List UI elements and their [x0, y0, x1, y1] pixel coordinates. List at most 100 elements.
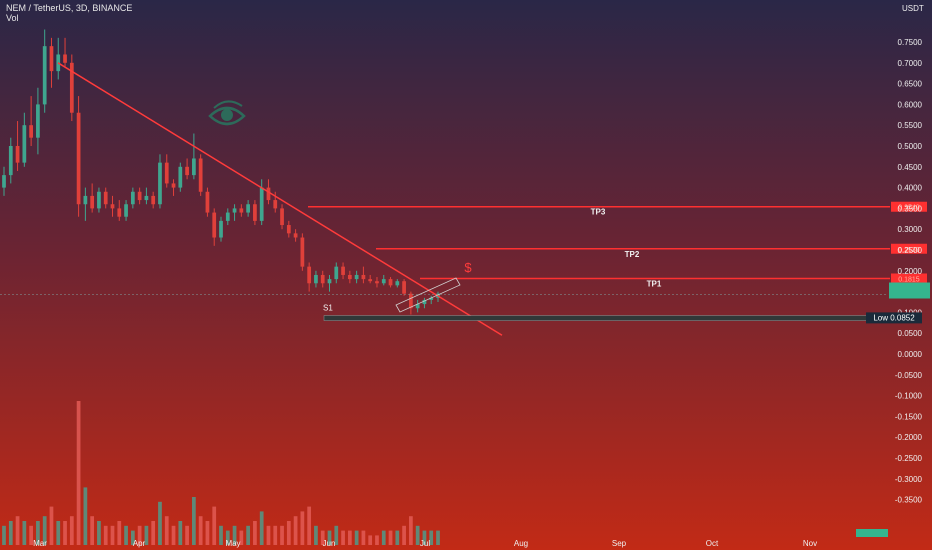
volume-bar [232, 525, 237, 545]
price-tick-label: -0.2500 [895, 454, 923, 463]
candle-body [395, 281, 400, 286]
descending-trendline[interactable] [57, 62, 503, 336]
volume-bar [8, 521, 13, 545]
candle-body [320, 274, 325, 284]
candle-body [259, 187, 264, 221]
volume-bar [409, 516, 413, 545]
volume-bar [395, 530, 400, 545]
volume-bar [246, 525, 250, 545]
rising-channel[interactable] [395, 277, 461, 313]
low-price-label: Low 0.0852 [873, 313, 915, 322]
candle-body [76, 112, 81, 205]
candle-body [429, 297, 434, 300]
candle-body [300, 237, 305, 267]
price-tick-label: 0.6500 [898, 80, 923, 89]
volume-bar [56, 521, 61, 545]
volume-bar [76, 401, 81, 545]
candle-body [341, 266, 345, 275]
volume-bar [327, 530, 332, 545]
candle-body [15, 146, 20, 163]
volume-bar [97, 521, 101, 545]
price-tick-label: 0.7000 [898, 59, 923, 68]
volume-bar [63, 521, 67, 545]
candle-body [151, 195, 156, 205]
candle-body [314, 274, 318, 284]
volume-bar [429, 530, 434, 545]
price-tick-label: 0.4500 [898, 163, 923, 172]
price-tick-label: -0.1000 [895, 392, 923, 401]
volume-bar [137, 525, 142, 545]
volume-bar [212, 506, 217, 545]
candle-body [137, 191, 142, 201]
candle-body [36, 104, 40, 138]
candle-body [280, 208, 284, 226]
take-profit-label: TP3 [591, 208, 606, 217]
eye-pupil [221, 109, 233, 121]
candle-body [388, 279, 393, 286]
volume-bar [198, 516, 203, 545]
candle-body [124, 204, 128, 217]
volume-bar [402, 525, 406, 545]
candle-body [144, 195, 149, 201]
volume-bar [130, 530, 135, 545]
current-price-badge[interactable] [889, 282, 930, 299]
candle-body [361, 274, 366, 280]
volume-bar [368, 535, 373, 545]
candle-body [368, 279, 373, 282]
candle-body [185, 166, 189, 176]
volume-bar [15, 516, 20, 545]
price-tick-label: 0.2500 [898, 246, 923, 255]
candle-body [49, 46, 54, 72]
candle-body [171, 183, 176, 188]
candle-body [63, 54, 67, 63]
candle-body [2, 175, 6, 188]
volume-bar [422, 530, 427, 545]
volume-bar [293, 516, 298, 545]
dollar-sign-icon: $ [464, 260, 472, 275]
price-tick-label: 0.7500 [898, 38, 923, 47]
time-axis[interactable]: Mar Apr May Jun Jul Aug Sep Oct Nov [33, 539, 817, 548]
volume-bars [2, 401, 440, 545]
candle-body [347, 274, 352, 280]
candle-body [22, 125, 27, 163]
volume-bar [144, 525, 149, 545]
volume-bar [171, 525, 176, 545]
candle-body [219, 220, 223, 238]
candle-body [110, 204, 115, 209]
candle-body [158, 162, 162, 205]
price-tick-label: 0.5500 [898, 121, 923, 130]
volume-bar [49, 506, 54, 545]
take-profit-label: TP1 [647, 279, 662, 288]
volume-bar [375, 535, 379, 545]
volume-bar [253, 521, 257, 545]
volume-bar [103, 525, 108, 545]
candle-body [375, 281, 379, 284]
volume-bar [239, 530, 244, 545]
low-price-badge [866, 312, 922, 324]
price-axis[interactable]: 0.3540 0.2530 0.1815 0.7500 0.7000 0.6500 0.60… [856, 38, 930, 537]
volume-bar [273, 525, 278, 545]
volume-bar [280, 525, 284, 545]
price-tick-label: -0.3000 [895, 475, 923, 484]
volume-bar [300, 511, 305, 545]
candles [2, 29, 440, 315]
drawings[interactable]: TP3 TP2 TP1 S1 $ [0, 62, 891, 336]
support-zone[interactable] [323, 315, 891, 321]
volume-bar [381, 530, 386, 545]
candle-body [415, 304, 420, 309]
price-tick-label: 0.0500 [898, 329, 923, 338]
candle-body [266, 187, 271, 201]
volume-bar [192, 497, 196, 545]
volume-bar [2, 525, 6, 545]
volume-bar [219, 525, 223, 545]
candle-body [8, 146, 13, 176]
take-profit-price-label: 0.2530 [898, 247, 920, 254]
candle-body [246, 204, 250, 213]
time-tick-label: Mar [33, 539, 47, 548]
currency-label: USDT [902, 4, 924, 13]
volume-bar [158, 501, 162, 545]
volume-bar [436, 530, 440, 545]
take-profit-price-badge [891, 243, 927, 254]
